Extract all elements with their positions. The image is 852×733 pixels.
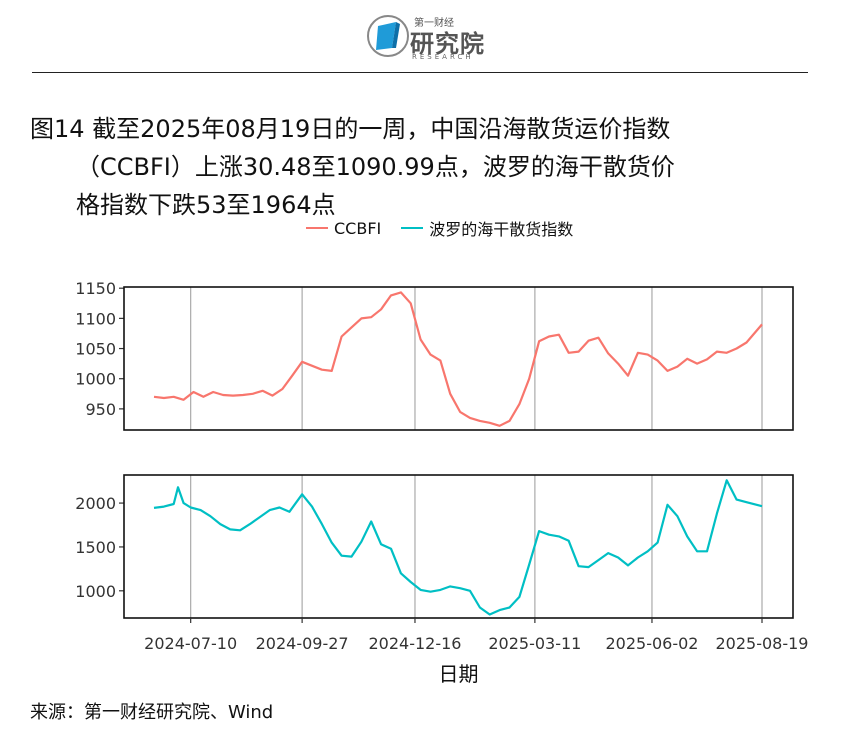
title-line-1: 图14 截至2025年08月19日的一周，中国沿海散货运价指数 (30, 115, 671, 143)
xtick-label-2: 2024-12-16 (368, 634, 461, 653)
xtick-label-3: 2025-03-11 (488, 634, 581, 653)
xtick-label-0: 2024-07-10 (144, 634, 237, 653)
logo-top-text: 第一财经 (414, 18, 454, 29)
xtick-label-5: 2025-08-19 (716, 634, 809, 653)
figure-title: 图14 截至2025年08月19日的一周，中国沿海散货运价指数 （CCBFI）上… (30, 110, 830, 224)
header-divider (32, 72, 808, 73)
legend-item-bdi: 波罗的海干散货指数 (401, 216, 573, 240)
panel2-ytick-label-0: 1000 (75, 582, 116, 601)
panel1-ytick-label-2: 1050 (75, 340, 116, 359)
panel1-ytick-label-4: 1150 (75, 279, 116, 298)
panel1-ytick-label-0: 950 (85, 400, 116, 419)
panel1-series-line (153, 291, 763, 427)
logo-cn-text: 研究院 (410, 30, 485, 58)
legend-label-ccbfi: CCBFI (334, 218, 382, 238)
logo-en-text: RESEARCH (412, 53, 474, 61)
legend-item-ccbfi: CCBFI (306, 219, 381, 238)
panel1-ytick-label-1: 1000 (75, 370, 116, 389)
panel2-ytick-label-1: 1500 (75, 538, 116, 557)
panel2-border (123, 474, 794, 619)
title-line-2: （CCBFI）上涨30.48至1090.99点，波罗的海干散货价 (76, 153, 675, 181)
title-line-3: 格指数下跌53至1964点 (76, 191, 336, 219)
legend-key-ccbfi (306, 227, 328, 229)
x-axis-title: 日期 (439, 662, 479, 686)
panel1-ytick-label-3: 1100 (75, 309, 116, 328)
source-note: 来源：第一财经研究院、Wind (30, 702, 274, 723)
chart-legend: CCBFI 波罗的海干散货指数 (306, 216, 587, 240)
logo-mark-icon (367, 15, 409, 57)
panel2-ytick-label-2: 2000 (75, 494, 116, 513)
panel2-series-line (153, 479, 763, 616)
research-logo: 第一财经 研究院 RESEARCH (366, 10, 486, 61)
legend-label-bdi: 波罗的海干散货指数 (429, 220, 574, 239)
panel1-border (123, 286, 794, 431)
legend-key-bdi (401, 227, 424, 229)
xtick-label-4: 2025-06-02 (605, 634, 698, 653)
xtick-label-1: 2024-09-27 (256, 634, 349, 653)
